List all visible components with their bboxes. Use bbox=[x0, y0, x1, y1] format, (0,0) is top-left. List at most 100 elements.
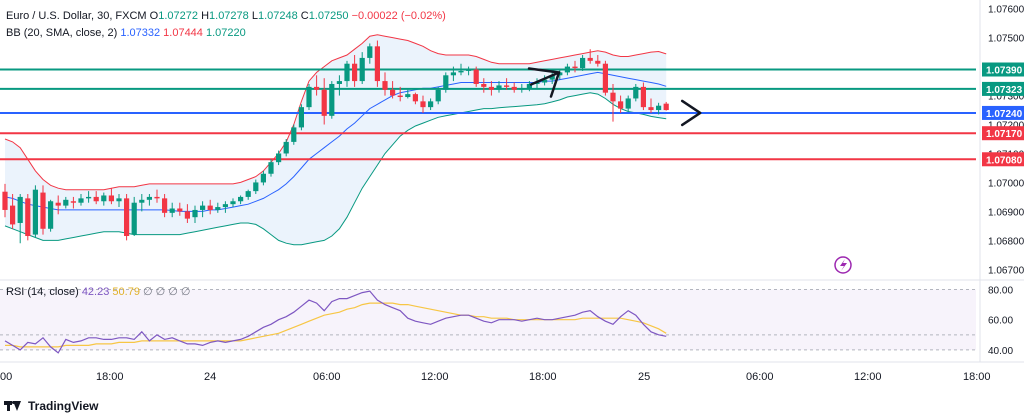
candle bbox=[177, 202, 183, 216]
ohlc-high-value: 1.07278 bbox=[209, 10, 249, 22]
candle-body bbox=[17, 196, 23, 223]
candle bbox=[564, 63, 570, 76]
candle-body bbox=[116, 198, 122, 202]
ohlc-change: −0.00022 (−0.02%) bbox=[351, 10, 446, 22]
candle-body bbox=[648, 107, 654, 111]
candle-body bbox=[169, 208, 175, 213]
candle bbox=[124, 194, 130, 241]
candle bbox=[2, 183, 8, 218]
candle bbox=[359, 52, 365, 84]
candle-body bbox=[48, 201, 54, 229]
ohlc-close-value: 1.07250 bbox=[308, 10, 349, 22]
price-tick-label: 1.07000 bbox=[988, 178, 1024, 189]
candle-body bbox=[314, 86, 320, 90]
time-tick-label: 12:00 bbox=[421, 371, 449, 383]
level-badge-bg bbox=[982, 126, 1024, 141]
candle bbox=[10, 194, 16, 229]
level-badge-bg bbox=[982, 105, 1024, 120]
candle bbox=[481, 78, 487, 93]
price-tick-label: 1.07600 bbox=[988, 5, 1024, 16]
candle bbox=[488, 81, 494, 96]
level-badge-label: 1.07080 bbox=[986, 155, 1023, 166]
candle bbox=[40, 185, 46, 235]
candle bbox=[230, 198, 236, 208]
price-tick-label: 1.07500 bbox=[988, 34, 1024, 45]
bb-label: BB (20, SMA, close, 2) bbox=[6, 27, 118, 39]
time-tick-label: 18:00 bbox=[96, 371, 124, 383]
candle bbox=[215, 202, 221, 213]
candle-body bbox=[207, 205, 213, 210]
candle-body bbox=[146, 196, 152, 200]
candle-body bbox=[504, 85, 510, 87]
candle bbox=[298, 104, 304, 131]
symbol-title: Euro / U.S. Dollar, 30, FXCM bbox=[6, 10, 147, 22]
candle-body bbox=[78, 198, 84, 203]
arrow-up-head bbox=[527, 67, 561, 98]
candle bbox=[587, 49, 593, 64]
level-price-badge: 1.07390 bbox=[982, 62, 1024, 77]
candle-body bbox=[549, 75, 555, 80]
candle bbox=[207, 199, 213, 215]
candle-body bbox=[663, 103, 669, 111]
candle-body bbox=[359, 57, 365, 82]
candle bbox=[162, 194, 168, 218]
candle-body bbox=[124, 198, 130, 237]
candle bbox=[108, 188, 114, 205]
candle bbox=[260, 170, 266, 186]
candle-body bbox=[595, 60, 601, 64]
candle-body bbox=[511, 86, 517, 90]
candle-body bbox=[253, 182, 259, 192]
tradingview-logo[interactable]: TradingView bbox=[4, 399, 98, 413]
rsi-ma-line bbox=[5, 302, 667, 348]
candle-body bbox=[519, 88, 525, 90]
candle-body bbox=[321, 89, 327, 116]
candle-body bbox=[329, 83, 335, 116]
ohlc-open-label: O bbox=[149, 10, 159, 22]
price-tick-label: 1.06900 bbox=[988, 207, 1024, 218]
candle bbox=[55, 195, 61, 215]
candle-body bbox=[101, 195, 107, 202]
level-price-badge: 1.07170 bbox=[982, 126, 1024, 141]
candle bbox=[504, 78, 510, 90]
candle bbox=[86, 191, 92, 203]
candle bbox=[48, 199, 54, 232]
bb-upper-value: 1.07444 bbox=[163, 27, 203, 39]
rsi-extra-values: ∅ ∅ ∅ ∅ bbox=[143, 286, 191, 298]
candle bbox=[618, 95, 624, 113]
candle bbox=[374, 40, 380, 87]
candle bbox=[602, 60, 608, 96]
candle bbox=[542, 75, 548, 86]
candle bbox=[610, 83, 616, 122]
candle-body bbox=[481, 83, 487, 87]
candle bbox=[572, 60, 578, 73]
candle bbox=[283, 139, 289, 157]
candle bbox=[412, 92, 418, 105]
level-badge-bg bbox=[982, 81, 1024, 96]
candle-body bbox=[222, 204, 228, 208]
candle-body bbox=[162, 198, 168, 213]
header-legend: Euro / U.S. Dollar, 30, FXCM O1.07272 H1… bbox=[6, 10, 446, 22]
candle-body bbox=[177, 208, 183, 212]
candle-body bbox=[306, 86, 312, 108]
candle-body bbox=[435, 89, 441, 102]
price-tick-label: 1.07200 bbox=[988, 121, 1024, 132]
price-tick-label: 1.06800 bbox=[988, 236, 1024, 247]
candle bbox=[640, 82, 646, 111]
candle bbox=[466, 66, 472, 76]
candle-body bbox=[390, 89, 396, 96]
candle-body bbox=[283, 141, 289, 154]
candle-body bbox=[382, 81, 388, 90]
ohlc-low-label: L bbox=[251, 10, 258, 22]
candle bbox=[580, 55, 586, 71]
candle bbox=[101, 192, 107, 206]
candle bbox=[222, 201, 228, 213]
candle-body bbox=[602, 63, 608, 93]
candle-body bbox=[131, 202, 137, 235]
candle-body bbox=[230, 201, 236, 205]
level-badge-label: 1.07323 bbox=[986, 85, 1023, 96]
candle bbox=[154, 189, 160, 203]
candle bbox=[70, 196, 76, 209]
candle bbox=[648, 98, 654, 113]
candle-body bbox=[428, 101, 434, 108]
